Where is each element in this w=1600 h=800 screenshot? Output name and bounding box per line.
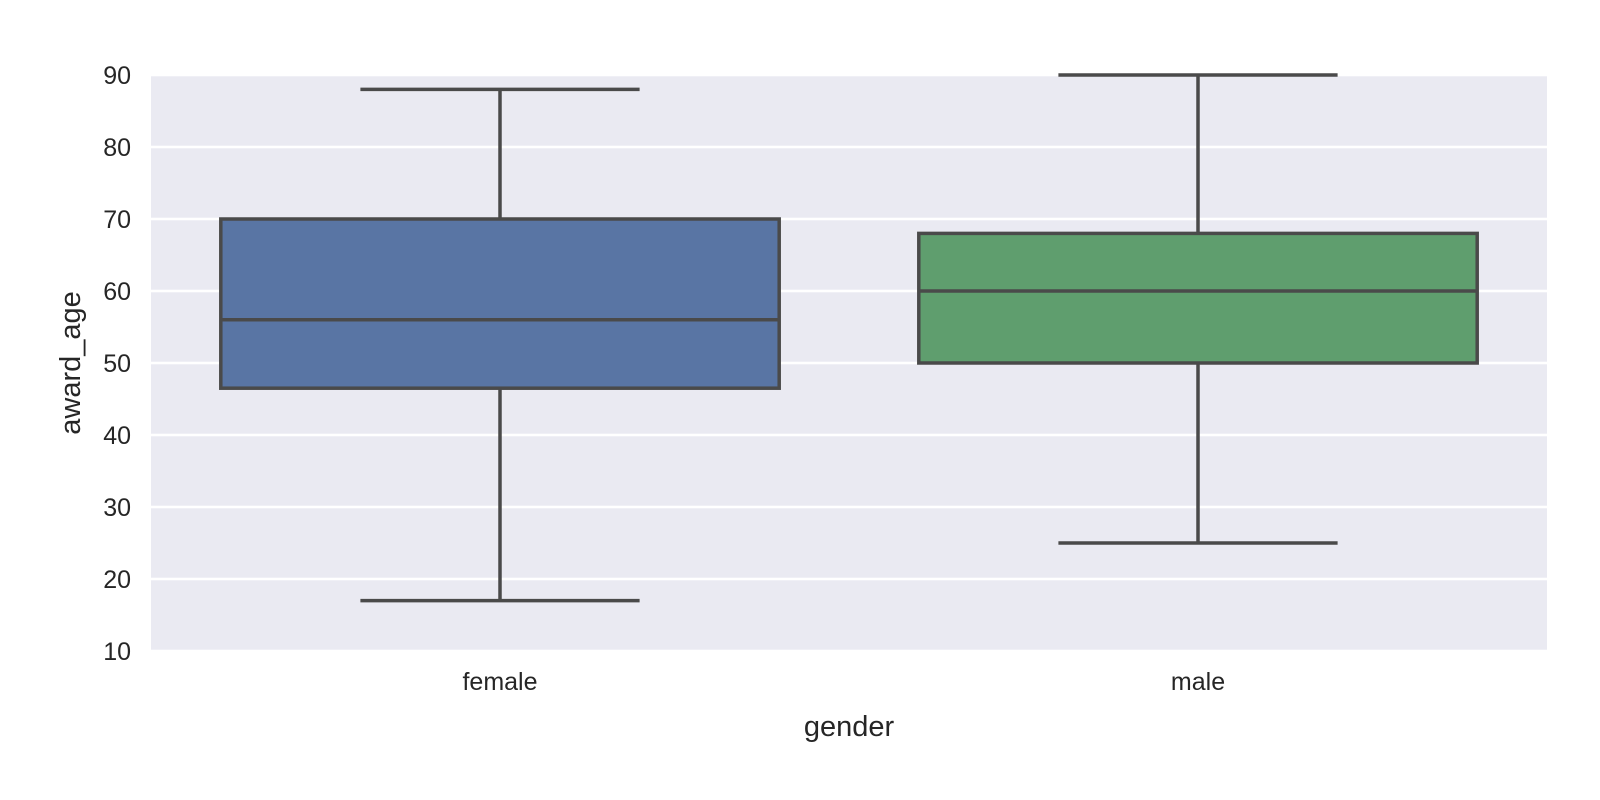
y-tick-label-60: 60 xyxy=(103,278,131,306)
y-axis-label: award_age xyxy=(55,291,87,435)
box-body-female xyxy=(219,217,781,390)
x-tick-label-male: male xyxy=(1171,668,1225,696)
y-tick-label-40: 40 xyxy=(103,422,131,450)
y-tick-label-90: 90 xyxy=(103,62,131,90)
x-axis-ticks: female male xyxy=(462,668,1225,696)
y-tick-label-10: 10 xyxy=(103,638,131,666)
boxes xyxy=(219,73,1479,603)
grid-lines xyxy=(151,73,1547,653)
y-tick-label-20: 20 xyxy=(103,566,131,594)
y-tick-label-70: 70 xyxy=(103,206,131,234)
y-tick-label-30: 30 xyxy=(103,494,131,522)
x-axis-label: gender xyxy=(804,711,895,743)
y-axis-ticks: 10 20 30 40 50 60 70 80 90 xyxy=(103,62,131,666)
y-tick-label-50: 50 xyxy=(103,350,131,378)
box-male xyxy=(917,73,1479,545)
y-tick-label-80: 80 xyxy=(103,134,131,162)
box-body-male xyxy=(917,231,1479,365)
box-female xyxy=(219,87,781,603)
x-tick-label-female: female xyxy=(462,668,537,696)
